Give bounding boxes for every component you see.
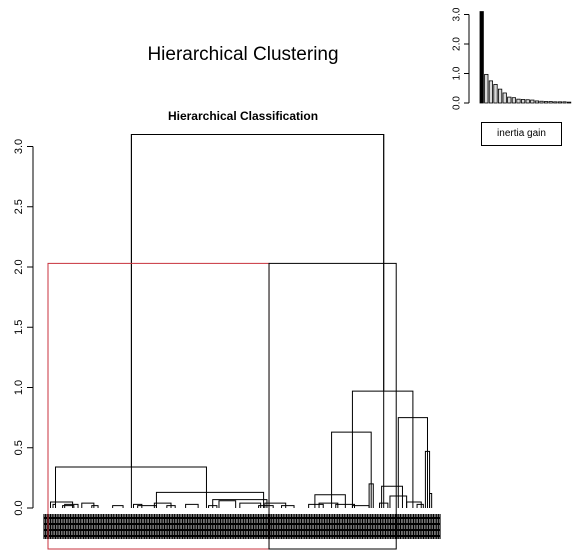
dendrogram-merge	[314, 494, 346, 508]
dendrogram-merge	[62, 505, 75, 508]
cluster-rect-2	[268, 262, 397, 550]
dendrogram-merge	[308, 503, 324, 508]
dendrogram-y-tick-label: 2.0	[13, 259, 25, 274]
dendrogram-leaf-labels	[43, 514, 441, 539]
inertia-bar-9	[516, 98, 521, 104]
dendrogram-merge	[166, 505, 176, 508]
dendrogram-merge	[381, 485, 403, 508]
inertia-bar-1	[479, 11, 484, 104]
inertia-y-tick-label: 2.0	[452, 37, 463, 51]
inertia-bar-13	[534, 100, 540, 104]
dendrogram-merge	[281, 505, 295, 508]
dendrogram-title: Hierarchical Classification	[167, 109, 319, 123]
dendrogram-merge	[112, 505, 124, 508]
inertia-bar-6	[502, 92, 507, 104]
inertia-bar-3	[488, 80, 494, 104]
inertia-bar-5	[497, 88, 503, 104]
dendrogram-merge	[239, 502, 262, 508]
dendrogram-y-axis: 0.0 0.5 1.0 1.5 2.0 2.5 3.0	[13, 139, 34, 516]
dendrogram-merge	[429, 493, 433, 508]
inertia-y-axis: 0.0 1.0 2.0 3.0	[452, 7, 470, 110]
dendrogram-merge	[351, 390, 414, 508]
inertia-y-tick-label: 1.0	[452, 66, 463, 80]
dendrogram-y-tick-label: 2.5	[13, 199, 25, 214]
dendrogram-merge	[130, 133, 385, 508]
inertia-bar-11	[525, 99, 530, 104]
inertia-bar-20	[567, 101, 572, 104]
main-title: Hierarchical Clustering	[147, 44, 339, 65]
dendrogram-merge	[406, 501, 422, 508]
dendrogram-merge	[212, 499, 268, 508]
inertia-bar-12	[530, 99, 535, 104]
inertia-bar-18	[557, 101, 563, 104]
dendrogram-y-tick-label: 3.0	[13, 139, 25, 154]
dendrogram-merge	[218, 500, 237, 508]
dendrogram-y-tick-label: 0.0	[13, 500, 25, 515]
inertia-bar-16	[548, 101, 553, 104]
dendrogram-merge	[318, 502, 339, 508]
cluster-rectangles	[47, 262, 397, 550]
dendrogram-merge	[331, 431, 372, 508]
inertia-bar-10	[521, 99, 526, 104]
dendrogram-merge	[91, 505, 99, 508]
inertia-y-tick-label: 0.0	[452, 96, 463, 110]
dendrogram-merge	[137, 505, 157, 508]
inertia-bar-14	[539, 100, 544, 104]
dendrogram-root-merge	[130, 133, 385, 468]
inertia-bar-17	[553, 101, 558, 104]
dendrogram-merge	[50, 501, 74, 508]
inertia-bar-8	[511, 97, 517, 104]
dendrogram-merge	[64, 503, 79, 508]
dendrogram-merge	[155, 491, 265, 508]
inertia-bar-2	[484, 73, 489, 104]
dendrogram-merge	[416, 503, 424, 508]
inertia-bar-19	[562, 101, 567, 104]
inertia-bar-15	[544, 101, 549, 104]
inertia-bars	[479, 11, 572, 104]
inertia-bar-4	[493, 84, 498, 104]
dendrogram-y-tick-label: 1.0	[13, 380, 25, 395]
inertia-bar-7	[507, 96, 512, 104]
dendrogram-merge	[132, 503, 143, 508]
dendrogram-merge	[258, 505, 274, 508]
inertia-legend: inertia gain	[481, 122, 562, 146]
dendrogram-tree	[50, 133, 433, 508]
dendrogram-y-tick-label: 0.5	[13, 440, 25, 455]
dendrogram-y-tick-label: 1.5	[13, 320, 25, 335]
dendrogram-merge	[185, 503, 199, 508]
inertia-y-tick-label: 3.0	[452, 7, 463, 21]
